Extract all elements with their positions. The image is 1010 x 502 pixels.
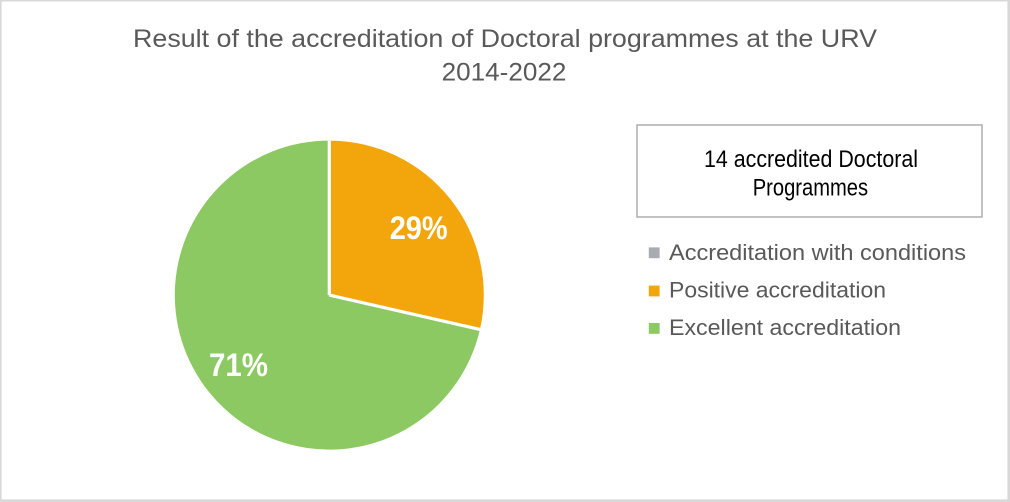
svg-text:Excellent accreditation: Excellent accreditation — [669, 315, 901, 340]
svg-text:Result of the accreditation of: Result of the accreditation of Doctoral … — [133, 25, 877, 53]
svg-text:29%: 29% — [390, 210, 448, 246]
svg-text:Accreditation with conditions: Accreditation with conditions — [669, 240, 966, 265]
svg-text:Positive accreditation: Positive accreditation — [669, 277, 886, 302]
svg-text:2014-2022: 2014-2022 — [442, 59, 567, 87]
svg-text:71%: 71% — [209, 347, 268, 383]
svg-text:Programmes: Programmes — [753, 175, 868, 202]
svg-text:14 accredited Doctoral: 14 accredited Doctoral — [704, 146, 918, 173]
